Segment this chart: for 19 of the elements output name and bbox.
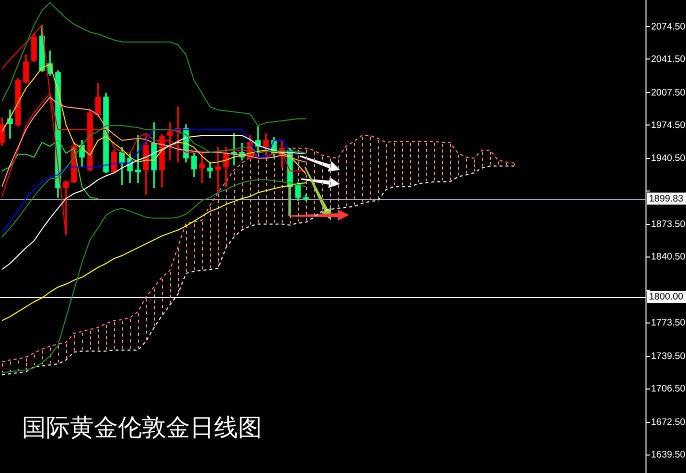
ref-line-label: 1800.00 <box>649 292 684 303</box>
y-tick-label: 1706.50 <box>651 384 686 395</box>
y-tick-label: 1840.50 <box>651 252 686 263</box>
candlestick <box>215 146 221 192</box>
candlestick <box>167 122 173 160</box>
text: 国际黄金伦敦金日线图 <box>22 414 262 442</box>
y-tick-label: 1739.50 <box>651 351 686 362</box>
y-tick-label: 2074.50 <box>651 21 686 32</box>
candlestick <box>303 194 309 201</box>
candlestick <box>199 152 205 184</box>
y-tick-label: 1773.50 <box>651 318 686 329</box>
ref-line-label: 1899.83 <box>649 193 684 204</box>
y-tick-label: 2041.50 <box>651 54 686 65</box>
y-tick-label: 1672.50 <box>651 417 686 428</box>
y-tick-label: 1940.50 <box>651 153 686 164</box>
y-tick-label: 2007.50 <box>651 87 686 98</box>
y-tick-label: 1873.50 <box>651 219 686 230</box>
y-tick-label: 1974.50 <box>651 120 686 131</box>
y-tick-label: 1639.50 <box>651 450 686 461</box>
